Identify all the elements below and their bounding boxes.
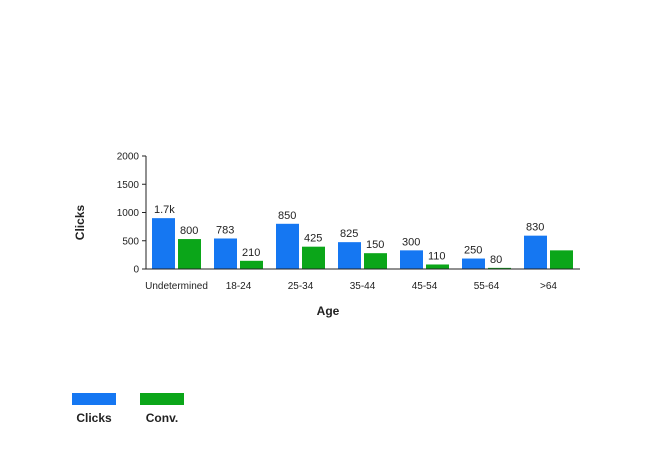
- bar-conversions[interactable]: [178, 239, 201, 269]
- legend-swatch-clicks: [72, 393, 116, 405]
- legend-label-clicks: Clicks: [76, 411, 112, 425]
- bar-value-label: 850: [278, 210, 296, 222]
- x-axis-ticks: Undetermined 18-24 25-34 35-44 45-54 55-64 >64: [145, 281, 557, 292]
- bars-group: [152, 218, 573, 269]
- y-tick-label: 500: [122, 236, 139, 247]
- bar-conversions[interactable]: [426, 264, 449, 269]
- y-tick-label: 1500: [117, 180, 140, 191]
- bar-conversions[interactable]: [302, 246, 325, 269]
- bar-value-label: 800: [180, 225, 198, 237]
- bar-conversions[interactable]: [550, 250, 573, 269]
- x-tick-label: 45-54: [412, 281, 438, 292]
- x-tick-label: 55-64: [474, 281, 500, 292]
- x-axis-title: Age: [317, 304, 340, 318]
- bar-conversions[interactable]: [488, 267, 511, 269]
- legend: Clicks Conv.: [72, 393, 184, 425]
- bar-value-label: 783: [216, 224, 234, 236]
- legend-item-clicks[interactable]: Clicks: [72, 393, 116, 425]
- bar-value-label: 425: [304, 233, 322, 245]
- bar-value-label: 300: [402, 236, 420, 248]
- y-tick-label: 1000: [117, 208, 140, 219]
- y-axis-ticks: 0 500 1000 1500 2000: [117, 152, 146, 276]
- bar-clicks[interactable]: [276, 223, 299, 269]
- legend-item-conversions[interactable]: Conv.: [140, 393, 184, 425]
- bar-value-label: 825: [340, 228, 358, 240]
- bar-clicks[interactable]: [462, 258, 485, 269]
- bar-clicks[interactable]: [214, 238, 237, 269]
- bar-value-labels: 1.7k 800 783 210 850 425 825 150 300 110 250 80 830: [154, 204, 544, 266]
- bar-value-label: 210: [242, 247, 260, 259]
- x-tick-label: 35-44: [350, 281, 376, 292]
- bar-clicks[interactable]: [152, 218, 175, 269]
- bar-clicks[interactable]: [524, 235, 547, 269]
- bar-value-label: 80: [490, 254, 502, 266]
- x-tick-label: 18-24: [226, 281, 252, 292]
- y-axis-title: Clicks: [73, 204, 87, 240]
- bar-conversions[interactable]: [364, 253, 387, 269]
- bar-clicks[interactable]: [400, 250, 423, 269]
- bar-clicks[interactable]: [338, 242, 361, 269]
- bar-value-label: 110: [428, 250, 446, 262]
- legend-label-conversions: Conv.: [145, 411, 179, 425]
- x-tick-label: 25-34: [288, 281, 314, 292]
- y-tick-label: 2000: [117, 152, 140, 163]
- bar-value-label: 1.7k: [154, 204, 175, 216]
- x-tick-label: >64: [540, 281, 557, 292]
- x-tick-label: Undetermined: [145, 281, 208, 292]
- y-tick-label: 0: [133, 265, 139, 276]
- bar-value-label: 250: [464, 245, 482, 257]
- bar-conversions[interactable]: [240, 260, 263, 269]
- legend-swatch-conversions: [140, 393, 184, 405]
- bar-value-label: 150: [366, 239, 384, 251]
- bar-value-label: 830: [526, 222, 544, 234]
